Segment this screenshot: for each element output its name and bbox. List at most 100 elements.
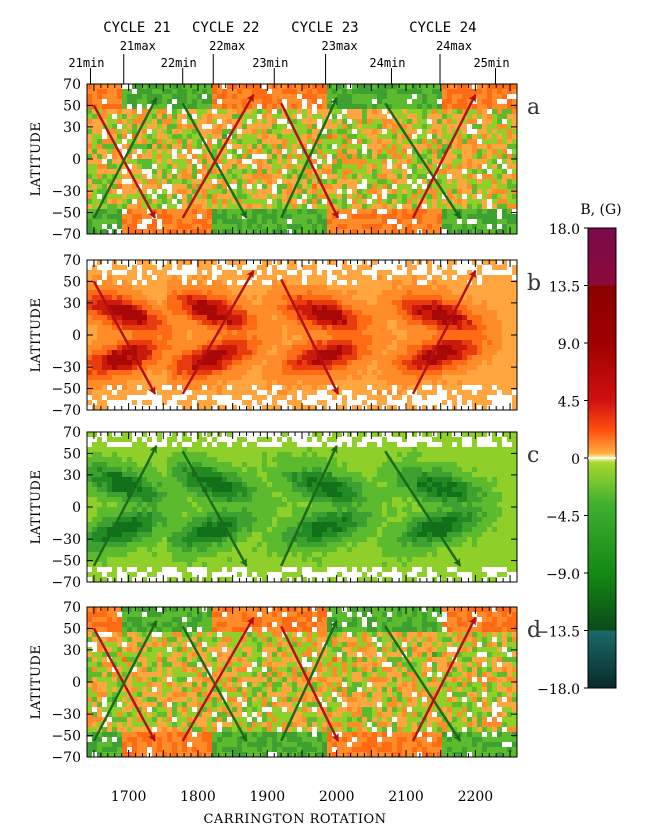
heatmap-cell xyxy=(312,229,318,235)
heatmap-cell xyxy=(202,340,208,346)
heatmap-cell xyxy=(117,395,123,401)
heatmap-cell xyxy=(142,275,148,281)
heatmap-cell xyxy=(472,124,478,130)
heatmap-cell xyxy=(187,280,193,286)
heatmap-cell xyxy=(152,370,158,376)
heatmap-cell xyxy=(112,99,118,105)
heatmap-cell xyxy=(422,400,428,406)
heatmap-cell xyxy=(132,209,138,215)
heatmap-cell xyxy=(187,315,193,321)
heatmap-cell xyxy=(317,395,323,401)
heatmap-cell xyxy=(127,335,133,341)
heatmap-cell xyxy=(147,224,153,230)
heatmap-cell xyxy=(297,285,303,291)
heatmap-cell xyxy=(132,365,138,371)
heatmap-cell xyxy=(322,330,328,336)
heatmap-cell xyxy=(487,199,493,205)
heatmap-cell xyxy=(262,390,268,396)
heatmap-cell xyxy=(172,89,178,95)
heatmap-cell xyxy=(357,199,363,205)
heatmap-cell xyxy=(182,310,188,316)
heatmap-cell xyxy=(272,204,278,210)
heatmap-cell xyxy=(462,124,468,130)
heatmap-cell xyxy=(167,305,173,311)
heatmap-cells xyxy=(87,260,518,411)
heatmap-cell xyxy=(137,400,143,406)
heatmap-cell xyxy=(282,375,288,381)
heatmap-cell xyxy=(292,280,298,286)
heatmap-cell xyxy=(382,285,388,291)
heatmap-cell xyxy=(432,199,438,205)
heatmap-cell xyxy=(407,380,413,386)
heatmap-cell xyxy=(397,229,403,235)
heatmap-cell xyxy=(337,149,343,155)
heatmap-cell xyxy=(282,174,288,180)
heatmap-cell xyxy=(252,119,258,125)
heatmap-cell xyxy=(322,144,328,150)
heatmap-cell xyxy=(117,224,123,230)
heatmap-cell xyxy=(282,144,288,150)
heatmap-cell xyxy=(447,164,453,170)
heatmap-cell xyxy=(512,194,518,200)
heatmap-cell xyxy=(117,385,123,391)
heatmap-cell xyxy=(422,84,428,90)
heatmap-cell xyxy=(172,84,178,90)
heatmap-cell xyxy=(257,365,263,371)
heatmap-cell xyxy=(237,134,243,140)
heatmap-cell xyxy=(442,260,448,266)
heatmap-cell xyxy=(407,265,413,271)
heatmap-cell xyxy=(172,169,178,175)
heatmap-cell xyxy=(137,390,143,396)
heatmap-cell xyxy=(177,355,183,361)
heatmap-cell xyxy=(87,229,93,235)
heatmap-cell xyxy=(102,260,108,266)
heatmap-cell xyxy=(157,104,163,110)
heatmap-cell xyxy=(337,360,343,366)
heatmap-cell xyxy=(477,99,483,105)
heatmap-cell xyxy=(157,214,163,220)
heatmap-cell xyxy=(502,189,508,195)
heatmap-cell xyxy=(192,159,198,165)
heatmap-cell xyxy=(117,390,123,396)
heatmap-cell xyxy=(342,315,348,321)
heatmap-cell xyxy=(107,275,113,281)
heatmap-cell xyxy=(317,224,323,230)
heatmap-cell xyxy=(132,124,138,130)
heatmap-cell xyxy=(417,295,423,301)
heatmap-cell xyxy=(87,179,93,185)
heatmap-cell xyxy=(337,355,343,361)
heatmap-cell xyxy=(182,184,188,190)
heatmap-cell xyxy=(447,365,453,371)
heatmap-cell xyxy=(287,164,293,170)
heatmap-cell xyxy=(417,109,423,115)
heatmap-cell xyxy=(197,335,203,341)
heatmap-cell xyxy=(202,275,208,281)
heatmap-cell xyxy=(402,350,408,356)
heatmap-cell xyxy=(462,179,468,185)
heatmap-cell xyxy=(92,179,98,185)
heatmap-cell xyxy=(107,355,113,361)
heatmap-cell xyxy=(332,375,338,381)
heatmap-cell xyxy=(302,129,308,135)
heatmap-cell xyxy=(247,194,253,200)
heatmap-cell xyxy=(202,285,208,291)
heatmap-cell xyxy=(292,295,298,301)
heatmap-cell xyxy=(202,119,208,125)
heatmap-cell xyxy=(282,129,288,135)
heatmap-cell xyxy=(332,350,338,356)
heatmap-cell xyxy=(237,400,243,406)
heatmap-cell xyxy=(417,370,423,376)
heatmap-cell xyxy=(102,114,108,120)
heatmap-cell xyxy=(362,320,368,326)
heatmap-cell xyxy=(267,380,273,386)
heatmap-cell xyxy=(147,325,153,331)
heatmap-cell xyxy=(237,129,243,135)
heatmap-cell xyxy=(277,335,283,341)
heatmap-cell xyxy=(102,310,108,316)
heatmap-cell xyxy=(367,99,373,105)
heatmap-cell xyxy=(247,290,253,296)
heatmap-cell xyxy=(187,184,193,190)
heatmap-cell xyxy=(367,154,373,160)
heatmap-cell xyxy=(242,395,248,401)
heatmap-cell xyxy=(427,209,433,215)
